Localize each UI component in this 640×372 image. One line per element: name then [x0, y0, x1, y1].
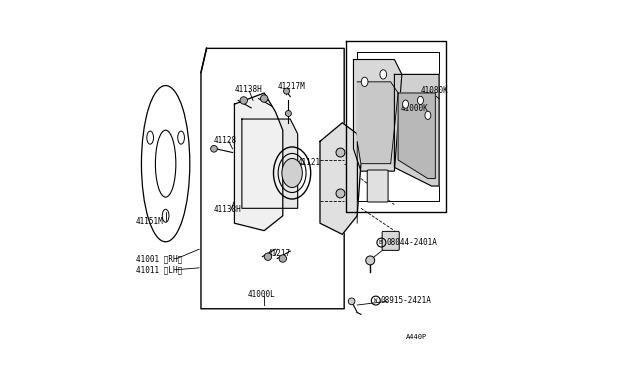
Circle shape	[240, 97, 248, 104]
Circle shape	[285, 110, 291, 116]
Text: 41011 〈LH〉: 41011 〈LH〉	[136, 265, 182, 274]
Text: 41217M: 41217M	[277, 82, 305, 91]
Text: 41000L: 41000L	[248, 291, 275, 299]
Polygon shape	[234, 93, 283, 231]
Circle shape	[336, 148, 345, 157]
Text: 08044-2401A: 08044-2401A	[386, 238, 437, 247]
Ellipse shape	[417, 96, 424, 105]
Circle shape	[348, 298, 355, 305]
Ellipse shape	[403, 100, 408, 108]
Polygon shape	[320, 123, 361, 234]
Circle shape	[284, 88, 289, 94]
Circle shape	[336, 189, 345, 198]
Polygon shape	[394, 74, 439, 186]
Circle shape	[365, 256, 374, 265]
Circle shape	[260, 95, 268, 102]
Polygon shape	[357, 82, 398, 164]
Ellipse shape	[282, 158, 302, 187]
Text: A440P: A440P	[406, 334, 427, 340]
Circle shape	[279, 255, 287, 262]
Text: 41000K: 41000K	[401, 104, 429, 113]
Text: 41138H: 41138H	[234, 85, 262, 94]
Text: 41138H: 41138H	[214, 205, 242, 214]
Ellipse shape	[425, 111, 431, 119]
Circle shape	[211, 145, 218, 152]
Text: 41001 〈RH〉: 41001 〈RH〉	[136, 254, 182, 263]
Text: W: W	[374, 298, 378, 303]
FancyBboxPatch shape	[382, 231, 399, 250]
Text: 08915-2421A: 08915-2421A	[381, 296, 431, 305]
Text: 41121: 41121	[298, 158, 321, 167]
Text: 41128: 41128	[214, 136, 237, 145]
Circle shape	[264, 253, 271, 260]
Polygon shape	[242, 119, 298, 208]
Polygon shape	[353, 60, 402, 171]
Text: 41080K: 41080K	[420, 86, 448, 94]
Ellipse shape	[362, 77, 368, 86]
FancyBboxPatch shape	[367, 170, 388, 202]
Text: B: B	[378, 240, 382, 245]
Text: 41151M: 41151M	[136, 217, 164, 226]
Text: 41217: 41217	[267, 249, 291, 258]
Polygon shape	[398, 93, 435, 179]
Ellipse shape	[380, 70, 387, 79]
